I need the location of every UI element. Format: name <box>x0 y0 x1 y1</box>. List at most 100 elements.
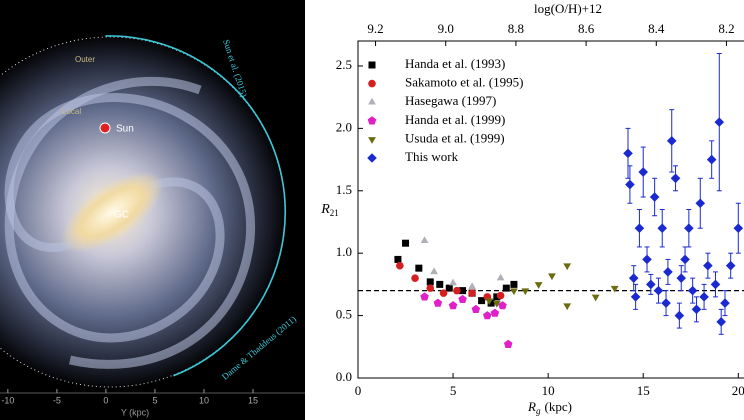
marker-diamond <box>703 260 713 271</box>
marker-triangle <box>468 282 476 290</box>
marker-square <box>436 280 444 288</box>
marker-diamond <box>714 117 725 127</box>
marker-diamond <box>367 153 377 163</box>
marker-triangle-down <box>610 285 619 293</box>
panel-axis: -10 -5 0 5 10 15 <box>0 389 305 405</box>
marker-diamond <box>663 267 673 277</box>
marker-square <box>459 287 467 295</box>
panel-x-label: Y (kpc) <box>121 407 149 417</box>
marker-square <box>415 264 423 272</box>
panel-tick-label: -10 <box>1 395 14 405</box>
marker-diamond <box>725 260 736 271</box>
marker-diamond <box>630 292 641 302</box>
panel-tick-label: -5 <box>53 395 61 405</box>
marker-triangle-down <box>548 273 556 281</box>
top-axis-title: log(O/H)+12 <box>534 1 602 16</box>
arm-label: Local <box>62 107 81 116</box>
top-tick-label: 8.6 <box>578 21 595 36</box>
marker-pentagon <box>458 294 467 304</box>
marker-square <box>478 297 486 305</box>
marker-circle <box>426 284 435 292</box>
y-axis-title-sub: 21 <box>330 208 339 218</box>
marker-triangle <box>420 236 429 243</box>
marker-diamond <box>657 223 668 234</box>
marker-diamond <box>691 304 702 315</box>
sun-marker <box>99 122 111 134</box>
marker-pentagon <box>420 292 429 301</box>
marker-pentagon <box>503 339 513 348</box>
marker-square <box>502 284 510 292</box>
marker-square <box>394 255 402 263</box>
y-tick-label: 0.5 <box>336 307 352 322</box>
marker-triangle <box>449 278 457 286</box>
panel-tick-label: 5 <box>152 395 157 405</box>
marker-diamond <box>676 273 687 283</box>
x-tick-label: 0 <box>355 383 362 398</box>
marker-triangle-down <box>534 282 543 289</box>
survey-arc <box>105 35 287 377</box>
marker-pentagon <box>448 301 458 310</box>
x-axis-title-sub: g <box>536 406 541 416</box>
marker-diamond <box>680 254 690 265</box>
x-axis-title: Rg (kpc) <box>527 399 572 416</box>
legend-label: Handa et al. (1999) <box>405 112 505 127</box>
marker-pentagon <box>433 298 443 307</box>
galaxy-panel: Sun GC Outer Local Sun et al. (2015) Dam… <box>0 0 305 420</box>
plot-frame <box>357 40 744 379</box>
marker-triangle <box>368 97 376 105</box>
panel-tick-label: 10 <box>199 395 209 405</box>
marker-diamond <box>634 223 645 234</box>
marker-diamond <box>638 167 649 177</box>
top-tick-label: 9.2 <box>367 21 383 36</box>
marker-circle <box>468 289 476 297</box>
marker-diamond <box>687 285 698 296</box>
legend-label: Hasegawa (1997) <box>405 93 496 108</box>
marker-diamond <box>653 285 664 296</box>
legend-label: Handa et al. (1993) <box>405 56 505 71</box>
marker-square <box>426 278 434 286</box>
marker-diamond <box>623 148 633 159</box>
marker-square <box>487 299 495 307</box>
marker-diamond <box>684 223 694 234</box>
marker-circle <box>453 286 461 295</box>
marker-square <box>510 280 518 288</box>
marker-triangle-down <box>563 303 572 311</box>
marker-pentagon <box>498 301 507 310</box>
marker-diamond <box>646 279 656 290</box>
marker-triangle-down <box>521 288 530 296</box>
arm-label: Outer <box>75 55 95 64</box>
marker-triangle <box>430 267 438 275</box>
marker-triangle-down <box>591 294 600 302</box>
marker-square <box>368 61 376 69</box>
x-axis-title-unit: (kpc) <box>545 399 572 414</box>
legend-label: Sakamoto et al. (1995) <box>405 75 523 90</box>
marker-triangle-down <box>368 137 376 144</box>
x-tick-label: 5 <box>450 383 457 398</box>
marker-square <box>493 293 501 301</box>
marker-diamond <box>710 279 721 290</box>
galactic-bar <box>60 171 164 253</box>
marker-diamond <box>661 298 671 308</box>
top-tick-label: 8.2 <box>718 21 734 36</box>
y-tick-label: 0.0 <box>336 369 352 384</box>
chart: log(O/H)+12 R21 Rg (kpc) 0 5 10 15 200.00.51.… <box>320 1 744 416</box>
marker-pentagon <box>490 308 500 317</box>
marker-diamond <box>699 292 709 302</box>
marker-circle <box>439 289 448 297</box>
marker-triangle-down <box>563 263 572 271</box>
spiral-arms <box>4 77 256 369</box>
marker-diamond <box>625 179 635 190</box>
panel-tick-label: 0 <box>103 395 108 405</box>
y-tick-label: 2.0 <box>336 119 352 134</box>
plot-area <box>358 52 744 348</box>
sun-label: Sun <box>116 124 134 135</box>
legend-label: This work <box>405 149 459 164</box>
marker-diamond <box>642 254 652 265</box>
marker-diamond <box>628 273 639 283</box>
gc-label: GC <box>114 210 129 221</box>
marker-diamond <box>649 192 660 202</box>
y-tick-label: 2.5 <box>336 57 352 72</box>
top-tick-label: 8.8 <box>508 21 524 36</box>
marker-pentagon <box>471 304 481 313</box>
marker-diamond <box>674 310 685 321</box>
